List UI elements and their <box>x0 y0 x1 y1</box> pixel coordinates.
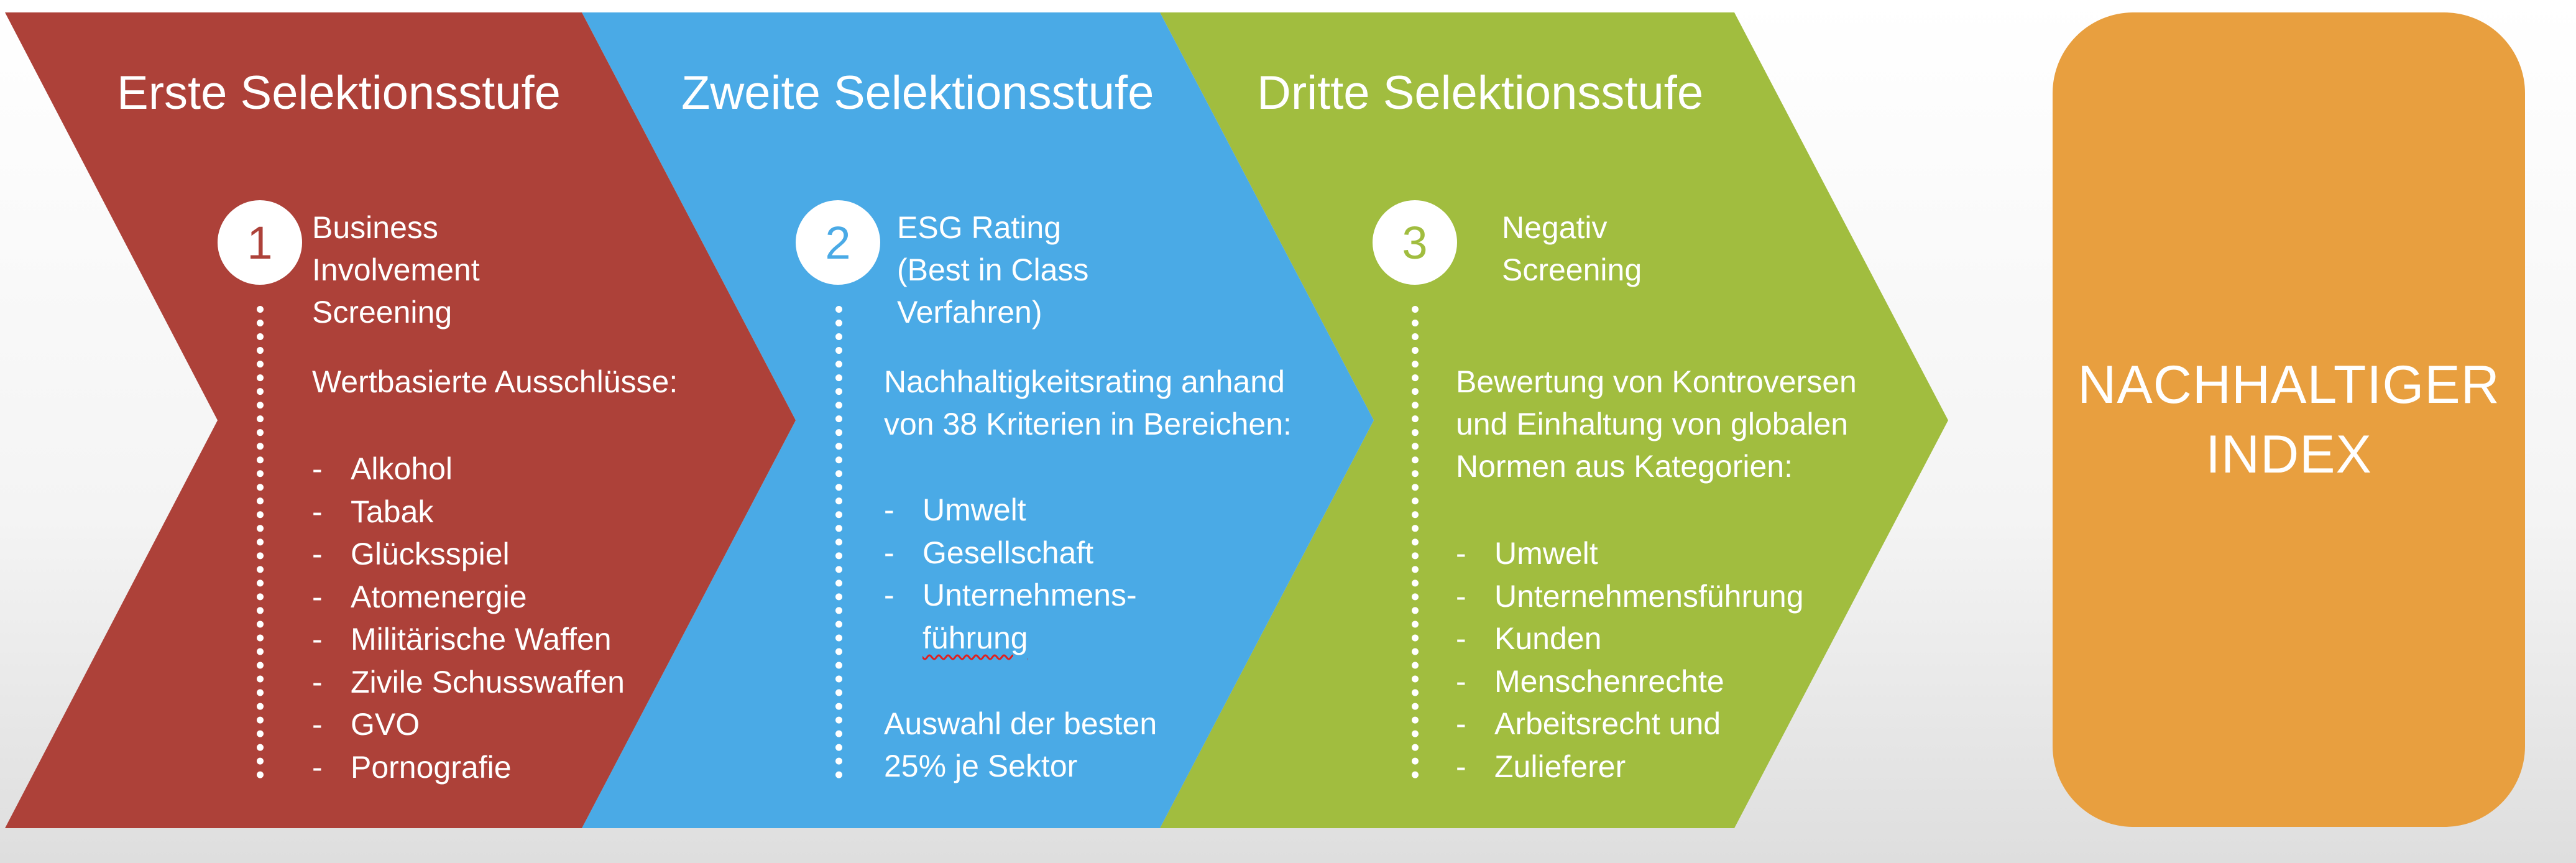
stage-3-body-line-3: Normen aus Kategorien: <box>1456 449 1793 484</box>
list-item: - Zulieferer <box>1456 749 1626 784</box>
list-item: - Tabak <box>312 494 434 529</box>
sustainable-index-line-2: INDEX <box>2206 425 2372 484</box>
sustainable-index-line-1: NACHHALTIGER <box>2077 355 2500 415</box>
list-item: - Unternehmens- <box>884 578 1137 612</box>
stage-3-chevron <box>1160 12 1948 828</box>
list-item: - Militärische Waffen <box>312 622 612 657</box>
list-item: - Pornografie <box>312 749 512 785</box>
stage-1-number-badge: 1 <box>218 200 302 285</box>
stage-2-chevron <box>582 12 1374 828</box>
stage-2-heading-line-3: Verfahren) <box>897 295 1042 330</box>
stage-3-heading-line-2: Screening <box>1502 252 1642 287</box>
stage-2-heading-line-1: ESG Rating <box>897 210 1062 245</box>
sustainable-index-label: NACHHALTIGER INDEX <box>2071 350 2506 489</box>
stage-3-dotted-connector <box>1412 306 1419 778</box>
list-item: - Gesellschaft <box>884 535 1094 570</box>
stage-1-heading-line-1: Business <box>312 210 438 245</box>
stage-2-heading-line-2: (Best in Class <box>897 252 1089 287</box>
sustainable-index-box: NACHHALTIGER INDEX <box>2053 12 2525 827</box>
stage-1-number: 1 <box>247 216 273 269</box>
stage-2-dotted-connector <box>835 306 842 778</box>
stage-2-number-badge: 2 <box>796 200 880 285</box>
list-item: - Zivile Schusswaffen <box>312 664 625 699</box>
stage-1-chevron <box>5 12 796 828</box>
list-item-continuation: führung <box>922 620 1028 655</box>
stage-1-heading-line-2: Involvement <box>312 252 480 287</box>
stage-3-title: Dritte Selektionsstufe <box>1257 67 1704 119</box>
stage-1-dotted-connector <box>257 306 264 778</box>
list-item: - GVO <box>312 707 420 742</box>
stage-1-body-line-1: Wertbasierte Ausschlüsse: <box>312 364 678 399</box>
stage-3-body-line-2: und Einhaltung von globalen <box>1456 407 1849 441</box>
list-item: - Glücksspiel <box>312 537 510 571</box>
stage-3-number-badge: 3 <box>1373 200 1457 285</box>
stage-2-title: Zweite Selektionsstufe <box>681 67 1154 119</box>
list-item: - Unternehmensführung <box>1456 578 1804 614</box>
stage-1-exclusion-list: - Alkohol - Tabak - Glücksspiel - Atomenergi… <box>312 448 625 788</box>
list-item: - Umwelt <box>1456 536 1598 571</box>
stage-2-criteria-list: - Umwelt - Gesellschaft - Unternehmens- füh… <box>884 489 1137 659</box>
stage-3-body-line-1: Bewertung von Kontroversen <box>1456 364 1857 399</box>
stage-1-title: Erste Selektionsstufe <box>117 67 561 119</box>
stage-2-number: 2 <box>825 216 851 269</box>
stage-3-number: 3 <box>1402 216 1428 269</box>
list-item: - Atomenergie <box>312 579 527 614</box>
stage-3-category-list: - Umwelt - Unternehmensführung - Kunden - Me… <box>1456 532 1804 788</box>
stage-2-body-line-2: von 38 Kriterien in Bereichen: <box>884 407 1292 441</box>
stage-2-footer-line-2: 25% je Sektor <box>884 749 1078 783</box>
stage-1-heading-line-3: Screening <box>312 295 453 330</box>
list-item: - Umwelt <box>884 492 1026 527</box>
list-item: - Arbeitsrecht und <box>1456 706 1721 741</box>
list-item: - Alkohol <box>312 451 453 486</box>
stage-3-heading-line-1: Negativ <box>1502 210 1608 245</box>
stage-2-body-line-1: Nachhaltigkeitsrating anhand <box>884 364 1285 399</box>
list-item: - Kunden <box>1456 621 1602 656</box>
list-item: - Menschenrechte <box>1456 663 1724 699</box>
stage-2-footer-line-1: Auswahl der besten <box>884 706 1157 741</box>
